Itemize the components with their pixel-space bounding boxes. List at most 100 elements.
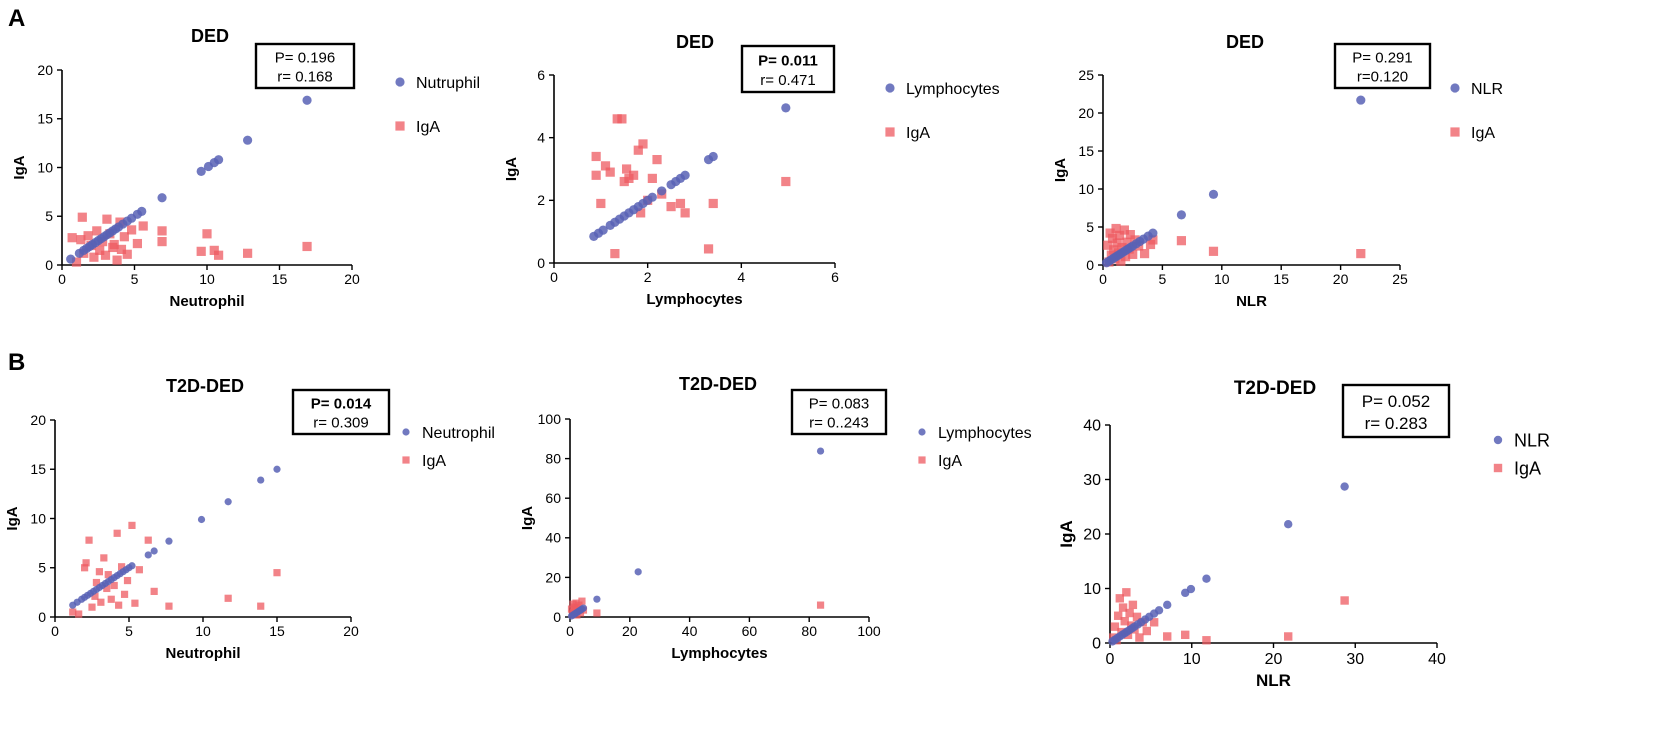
x-axis-label: Neutrophil: [166, 645, 241, 662]
point-iga: [1135, 633, 1144, 642]
point-iga: [138, 221, 148, 231]
point-iga: [647, 173, 657, 183]
point-iga: [67, 233, 77, 243]
legend-marker-square: [1450, 127, 1460, 137]
stats-box: [1333, 42, 1432, 90]
point-iga: [1142, 626, 1151, 636]
y-tick-label: 5: [1086, 219, 1094, 235]
point-iga: [617, 114, 627, 124]
x-tick-label: 80: [801, 623, 817, 639]
point-iga: [1109, 245, 1119, 255]
point-lymphocytes: [598, 225, 608, 235]
y-tick-label: 6: [537, 67, 545, 83]
chart-6: T2D-DED 0 10 20 30 40 0 10 20 30 40 NLR IgA P= 0.052 r…: [1057, 378, 1550, 690]
point-iga: [1125, 608, 1134, 618]
x-axis-label: Lymphocytes: [646, 291, 742, 308]
point-iga: [1105, 228, 1115, 238]
point-iga: [100, 250, 111, 260]
x-tick-label: 4: [737, 269, 745, 285]
x-tick-label: 0: [1099, 271, 1107, 287]
legend-label: Nutruphil: [416, 75, 480, 92]
point-iga: [1181, 630, 1190, 640]
point-iga: [196, 246, 206, 256]
point-neutrophil: [128, 562, 136, 570]
point-iga: [633, 145, 643, 155]
r-value: r= 0.168: [277, 68, 332, 85]
y-tick-label: 0: [1086, 257, 1094, 273]
legend-label: IgA: [1471, 125, 1495, 142]
y-tick-label: 10: [37, 159, 53, 175]
point-iga: [596, 198, 606, 209]
point-iga: [675, 198, 686, 209]
point-nutruphil: [302, 95, 312, 105]
point-iga: [257, 602, 265, 610]
point-iga: [1132, 612, 1142, 622]
x-tick-label: 0: [58, 271, 66, 287]
point-iga: [636, 208, 646, 218]
point-iga: [302, 241, 312, 252]
x-axis-label: NLR: [1236, 293, 1267, 310]
point-iga: [110, 581, 118, 590]
legend-label: Lymphocytes: [938, 425, 1032, 442]
point-iga: [76, 235, 86, 245]
point-iga: [575, 601, 583, 609]
y-tick-label: 15: [30, 461, 46, 477]
y-tick-label: 0: [537, 255, 545, 271]
x-axis-label: Lymphocytes: [671, 645, 767, 662]
point-iga: [103, 584, 111, 593]
point-iga: [85, 536, 93, 544]
y-tick-label: 20: [1083, 527, 1101, 544]
y-tick-label: 20: [545, 569, 561, 585]
stats-box: [1341, 383, 1451, 439]
point-nlr: [1208, 189, 1219, 199]
p-value: P= 0.083: [809, 395, 869, 412]
legend-marker-circle: [918, 428, 926, 436]
point-lymphocytes: [708, 151, 718, 162]
y-axis-label: IgA: [503, 157, 520, 181]
x-tick-label: 10: [1214, 271, 1230, 287]
point-iga: [118, 563, 126, 571]
point-iga: [666, 202, 676, 212]
point-iga: [157, 226, 167, 236]
point-iga: [638, 139, 648, 149]
y-axis-label: IgA: [1057, 520, 1076, 547]
point-iga: [612, 114, 622, 124]
point-iga: [107, 595, 115, 603]
y-axis-label: IgA: [519, 506, 536, 530]
x-tick-label: 15: [1273, 271, 1289, 287]
point-iga: [95, 568, 103, 576]
point-iga: [605, 167, 615, 177]
point-iga: [619, 176, 629, 187]
point-nlr: [1186, 584, 1196, 594]
y-axis-label: IgA: [4, 506, 21, 530]
x-tick-label: 5: [1159, 271, 1167, 287]
y-tick-label: 40: [1083, 418, 1101, 435]
chart-1: DED 0 5 10 15 20 0 5 10 15 20 Neutrophil IgA P= 0.196…: [11, 26, 480, 310]
chart-3: DED 0 5 10 15 20 25 0 5 10 15 20 25 NLR IgA P= 0.291 r=0…: [1052, 32, 1503, 310]
panel-label-b: B: [8, 349, 25, 376]
point-iga: [119, 232, 129, 242]
y-tick-label: 0: [553, 609, 561, 625]
y-axis-label: IgA: [1052, 158, 1069, 182]
legend-marker-circle: [395, 77, 405, 87]
legend-marker-square: [402, 456, 410, 464]
point-iga: [1148, 235, 1158, 245]
y-tick-label: 25: [1078, 67, 1094, 83]
chart-title: T2D-DED: [166, 376, 244, 396]
point-iga: [1284, 632, 1293, 641]
y-tick-label: 80: [545, 451, 561, 467]
point-iga: [113, 529, 121, 537]
point-neutrophil: [144, 551, 152, 559]
point-iga: [1139, 249, 1150, 259]
x-tick-label: 10: [195, 623, 211, 639]
x-tick-label: 0: [566, 623, 574, 639]
y-tick-label: 2: [537, 192, 545, 208]
legend-label: IgA: [416, 119, 440, 136]
point-iga: [1116, 256, 1126, 266]
point-iga: [214, 250, 224, 260]
point-neutrophil: [150, 547, 158, 555]
point-lymphocytes: [579, 604, 588, 612]
y-tick-label: 0: [1092, 636, 1101, 653]
point-iga: [816, 601, 825, 609]
legend-marker-square: [395, 121, 405, 131]
